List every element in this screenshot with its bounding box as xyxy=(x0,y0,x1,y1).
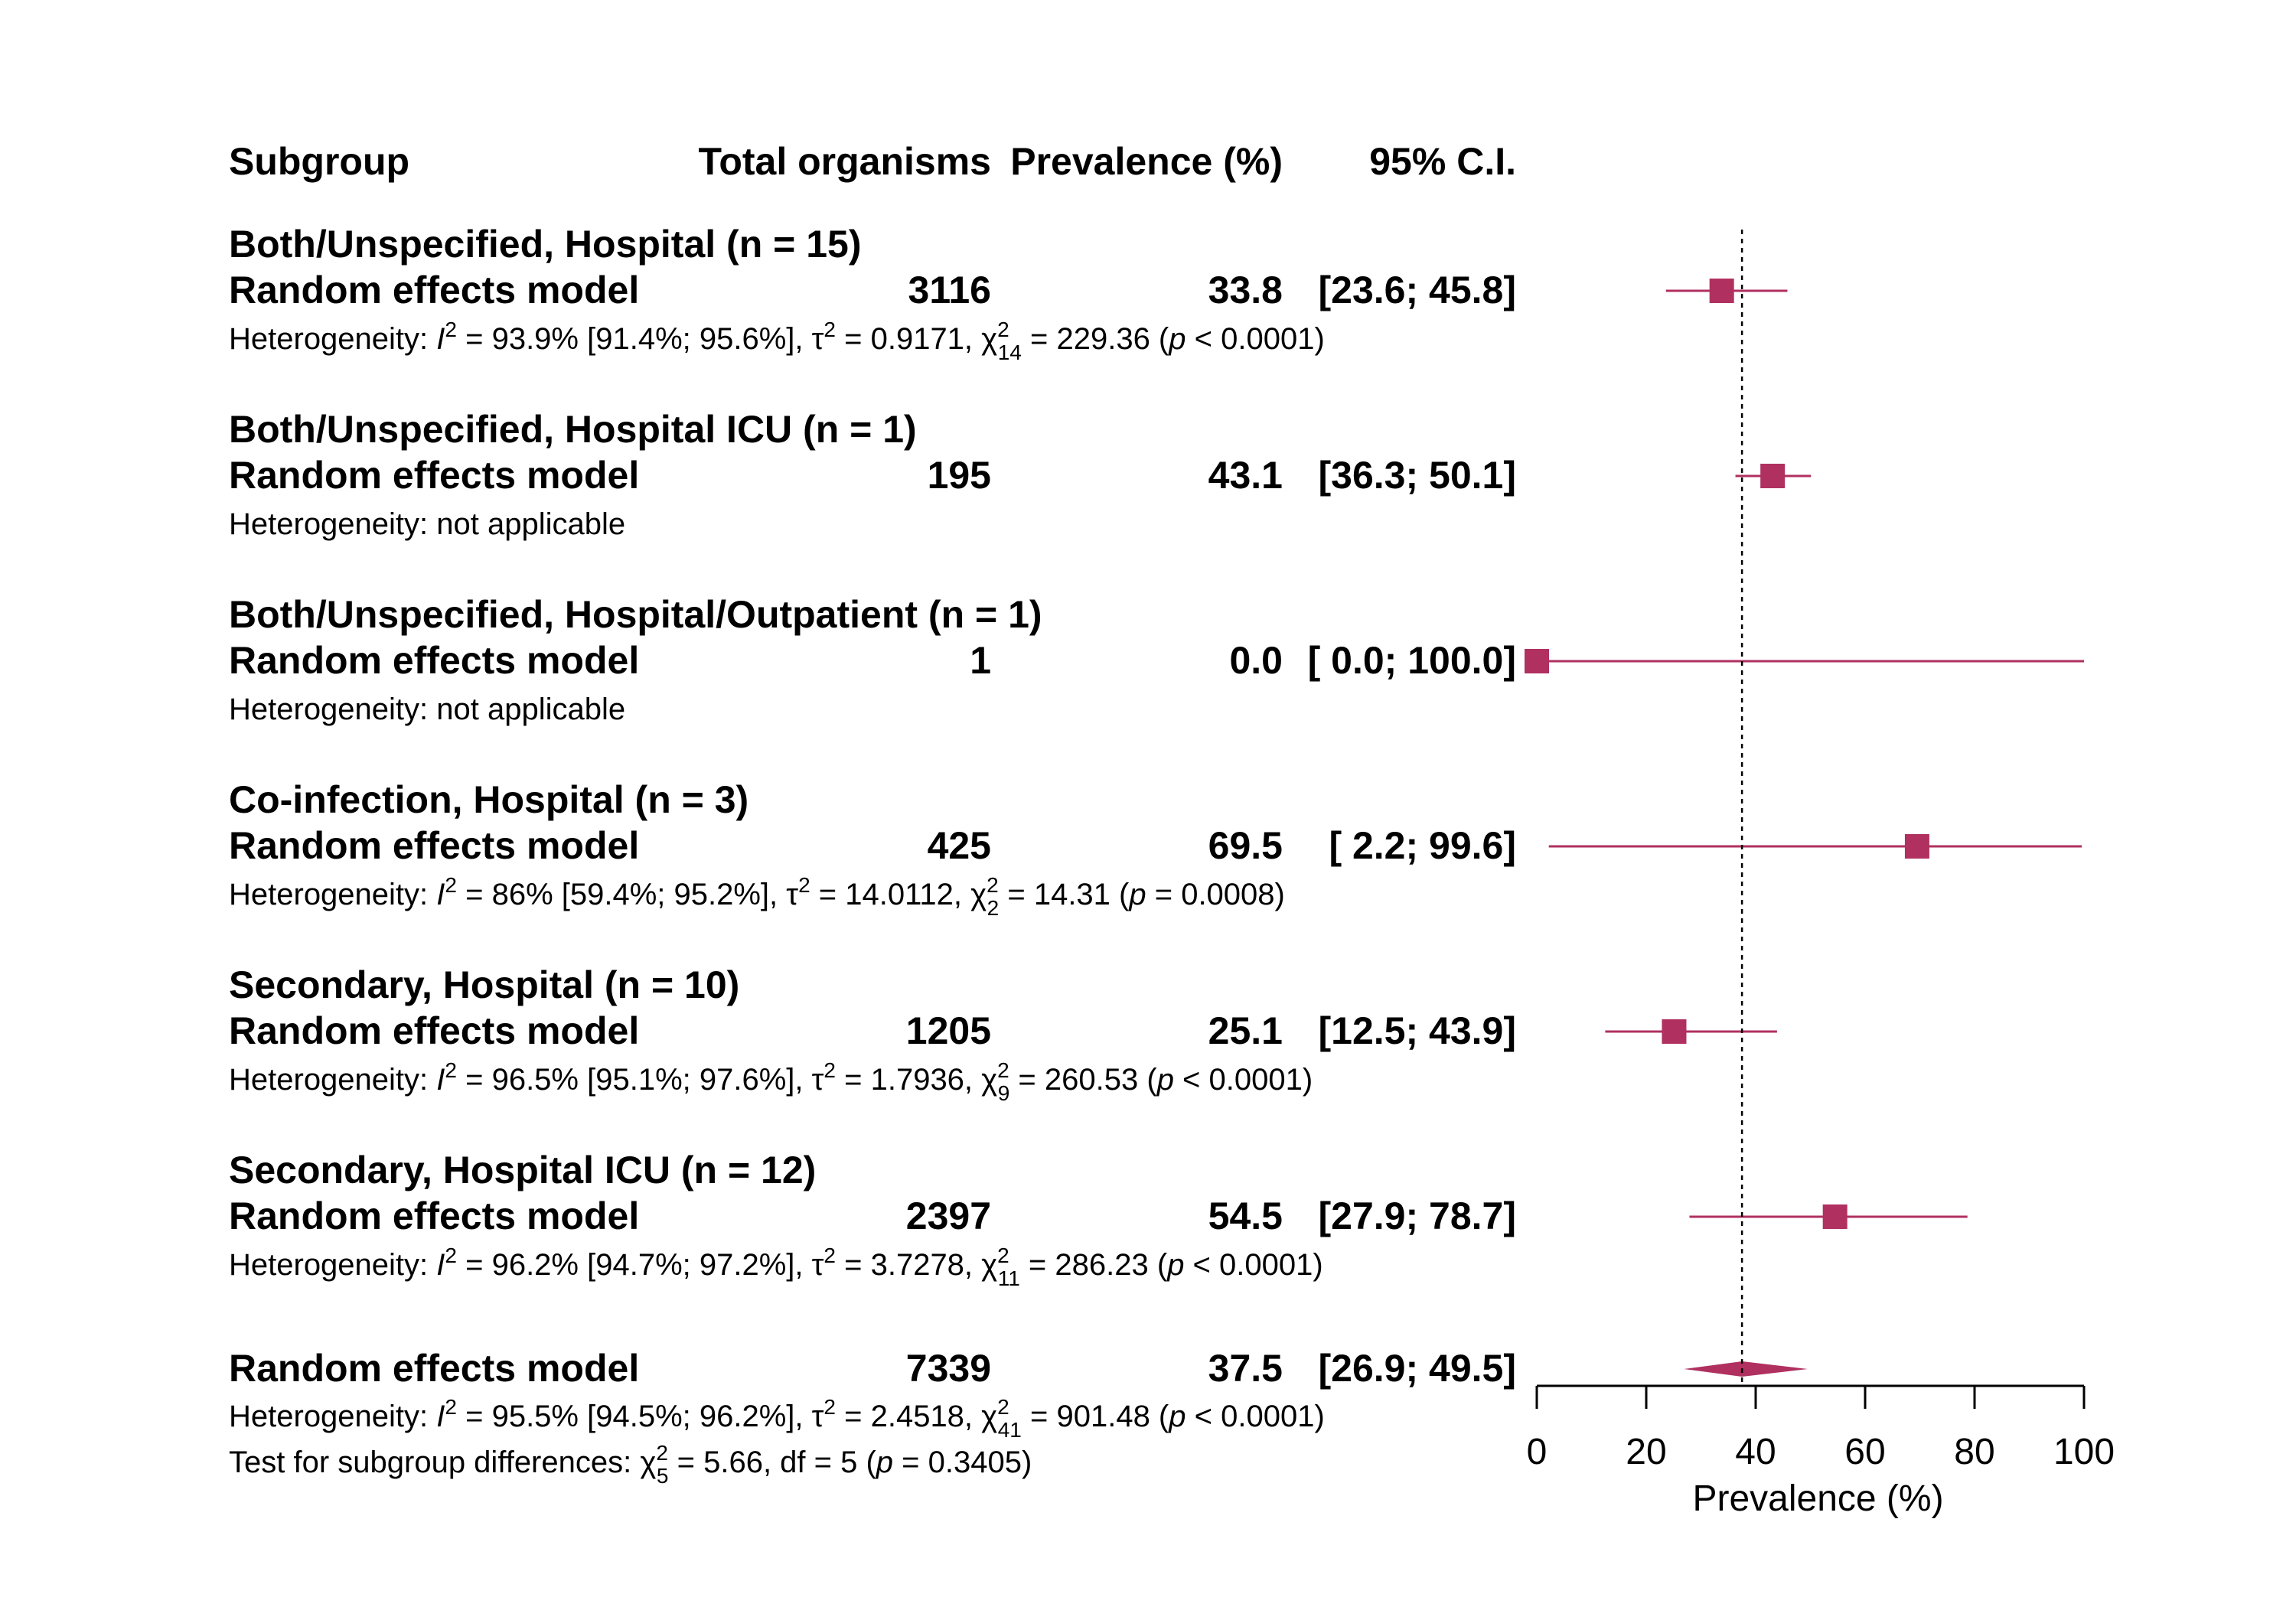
ci-value: [23.6; 45.8] xyxy=(1319,269,1516,311)
prevalence-value: 43.1 xyxy=(1208,454,1283,497)
model-label: Random effects model xyxy=(229,454,639,497)
heterogeneity-text: Heterogeneity: I2 = 93.9% [91.4%; 95.6%]… xyxy=(229,318,1325,364)
ci-value: [12.5; 43.9] xyxy=(1319,1009,1516,1052)
x-tick-label: 80 xyxy=(1954,1432,1994,1472)
header-total: Total organisms xyxy=(699,140,991,183)
subgroup-title: Both/Unspecified, Hospital/Outpatient (n… xyxy=(229,593,1042,636)
subgroup-title: Secondary, Hospital ICU (n = 12) xyxy=(229,1149,816,1191)
model-label: Random effects model xyxy=(229,269,639,311)
subgroup-rows: Both/Unspecified, Hospital (n = 15)Rando… xyxy=(229,223,1516,1488)
estimate-marker xyxy=(1760,464,1786,488)
total-value: 1 xyxy=(970,639,991,682)
heterogeneity-text: Heterogeneity: I2 = 96.2% [94.7%; 97.2%]… xyxy=(229,1244,1323,1290)
plot-marks xyxy=(1525,230,2084,1385)
total-value: 2397 xyxy=(906,1195,991,1237)
overall-total: 7339 xyxy=(906,1347,991,1390)
heterogeneity-text: Heterogeneity: I2 = 86% [59.4%; 95.2%], … xyxy=(229,873,1285,920)
prevalence-value: 33.8 xyxy=(1208,269,1283,311)
x-axis: 0 20 40 60 80 100 Prevalence (%) xyxy=(1527,1384,2115,1519)
header-ci: 95% C.I. xyxy=(1369,140,1516,183)
subgroup-title: Both/Unspecified, Hospital ICU (n = 1) xyxy=(229,408,917,451)
x-tick-label: 40 xyxy=(1735,1432,1776,1472)
prevalence-value: 0.0 xyxy=(1229,639,1283,682)
header-prevalence: Prevalence (%) xyxy=(1010,140,1283,183)
ci-value: [ 2.2; 99.6] xyxy=(1329,824,1516,867)
subgroup-title: Both/Unspecified, Hospital (n = 15) xyxy=(229,223,862,266)
model-label: Random effects model xyxy=(229,639,639,682)
x-tick-label: 20 xyxy=(1626,1432,1666,1472)
ci-value: [36.3; 50.1] xyxy=(1319,454,1516,497)
estimate-marker xyxy=(1709,279,1734,303)
model-label: Random effects model xyxy=(229,824,639,867)
total-value: 1205 xyxy=(906,1009,991,1052)
x-tick-label: 60 xyxy=(1844,1432,1885,1472)
ci-value: [ 0.0; 100.0] xyxy=(1308,639,1516,682)
prevalence-value: 69.5 xyxy=(1208,824,1283,867)
subgroup-title: Co-infection, Hospital (n = 3) xyxy=(229,778,748,821)
header-subgroup: Subgroup xyxy=(229,140,409,183)
estimate-marker xyxy=(1822,1204,1848,1229)
overall-ci: [26.9; 49.5] xyxy=(1319,1347,1516,1390)
subgroup-test-text: Test for subgroup differences: χ2 5 = 5.6… xyxy=(229,1441,1032,1488)
overall-prevalence: 37.5 xyxy=(1208,1347,1283,1390)
ci-value: [27.9; 78.7] xyxy=(1319,1195,1516,1237)
overall-model-label: Random effects model xyxy=(229,1347,639,1390)
model-label: Random effects model xyxy=(229,1009,639,1052)
estimate-marker xyxy=(1662,1019,1687,1044)
overall-diamond xyxy=(1684,1361,1808,1377)
prevalence-value: 25.1 xyxy=(1208,1009,1283,1052)
model-label: Random effects model xyxy=(229,1195,639,1237)
estimate-marker xyxy=(1904,834,1929,859)
x-tick-label: 100 xyxy=(2053,1432,2115,1472)
column-headers: Subgroup Total organisms Prevalence (%) … xyxy=(229,140,1516,183)
x-tick-label: 0 xyxy=(1527,1432,1548,1472)
total-value: 3116 xyxy=(908,269,991,311)
estimate-marker xyxy=(1525,649,1549,673)
prevalence-value: 54.5 xyxy=(1208,1195,1283,1237)
heterogeneity-text: Heterogeneity: not applicable xyxy=(229,507,625,541)
heterogeneity-text: Heterogeneity: I2 = 96.5% [95.1%; 97.6%]… xyxy=(229,1058,1313,1105)
x-axis-label: Prevalence (%) xyxy=(1692,1478,1943,1519)
subgroup-title: Secondary, Hospital (n = 10) xyxy=(229,963,739,1006)
total-value: 195 xyxy=(928,454,991,497)
heterogeneity-text: Heterogeneity: not applicable xyxy=(229,693,625,726)
total-value: 425 xyxy=(928,824,991,867)
overall-heterogeneity-text: Heterogeneity: I2 = 95.5% [94.5%; 96.2%]… xyxy=(229,1395,1325,1442)
